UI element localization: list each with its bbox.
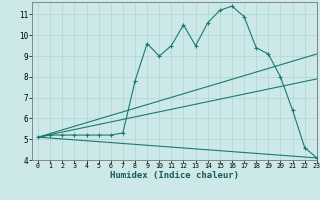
X-axis label: Humidex (Indice chaleur): Humidex (Indice chaleur) — [110, 171, 239, 180]
